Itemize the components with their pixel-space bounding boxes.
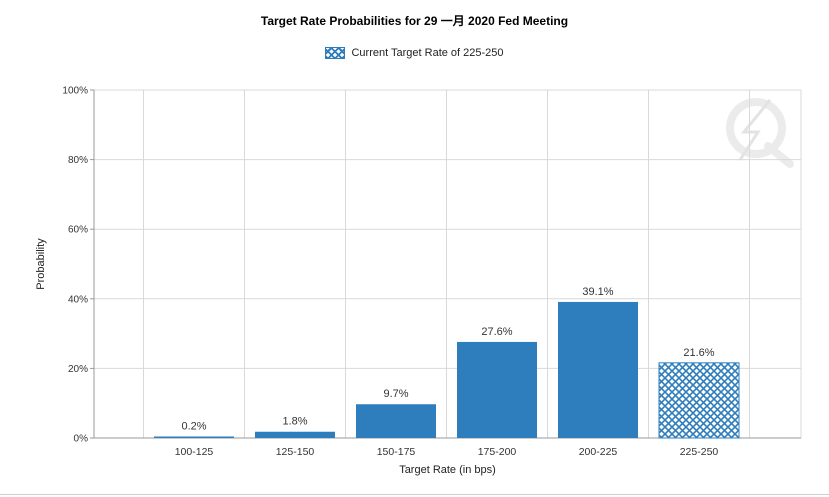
x-tick-label: 125-150 — [276, 446, 315, 458]
data-label: 1.8% — [282, 416, 307, 428]
bar — [356, 404, 436, 438]
x-tick-label: 200-225 — [579, 446, 618, 458]
bottom-divider — [0, 494, 829, 495]
x-tick-label: 150-175 — [377, 446, 416, 458]
x-tick-label: 175-200 — [478, 446, 517, 458]
legend: Current Target Rate of 225-250 — [0, 47, 829, 59]
y-tick-label: 20% — [68, 364, 88, 375]
y-tick-label: 100% — [62, 86, 88, 97]
y-axis-title: Probability — [35, 238, 47, 290]
data-label: 39.1% — [582, 286, 613, 298]
y-tick-label: 40% — [68, 294, 88, 305]
watermark-logo-icon — [726, 98, 794, 168]
x-tick-label: 100-125 — [175, 446, 214, 458]
bar — [154, 436, 234, 438]
y-tick-label: 80% — [68, 155, 88, 166]
legend-swatch-hatched — [325, 47, 346, 59]
bar — [457, 341, 537, 438]
y-tick-label: 0% — [74, 434, 89, 445]
bar — [255, 431, 335, 438]
chart-title: Target Rate Probabilities for 29 一月 2020… — [260, 14, 569, 28]
bar — [558, 301, 638, 438]
data-label: 9.7% — [383, 388, 408, 400]
bar-current-target — [658, 362, 740, 439]
y-tick-label: 60% — [68, 225, 88, 236]
data-label: 0.2% — [181, 421, 206, 433]
x-tick-label: 225-250 — [680, 446, 719, 458]
x-axis-title: Target Rate (in bps) — [399, 464, 496, 476]
data-label: 27.6% — [481, 326, 512, 338]
legend-label: Current Target Rate of 225-250 — [351, 47, 504, 59]
data-label: 21.6% — [683, 347, 714, 359]
